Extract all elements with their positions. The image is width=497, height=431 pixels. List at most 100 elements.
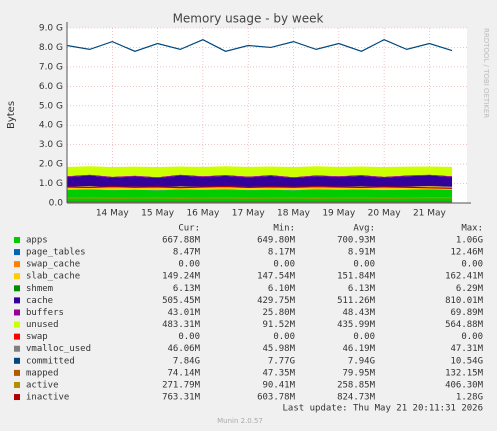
legend-label: swap — [26, 332, 48, 342]
legend-value: 7.84G — [173, 356, 200, 366]
legend-value: 149.24M — [162, 272, 201, 282]
legend-swatch — [14, 381, 20, 388]
area — [67, 174, 453, 179]
legend-label: swap_cache — [26, 260, 80, 270]
legend-swatch — [14, 309, 20, 316]
legend-swatch — [14, 285, 20, 292]
y-tick-label: 7.0 G — [39, 62, 63, 72]
legend-swatch — [14, 273, 20, 280]
legend-value: 46.06M — [167, 344, 200, 354]
y-tick-label: 4.0 G — [39, 121, 63, 131]
y-tick-label: 6.0 G — [39, 82, 63, 92]
legend-value: 46.19M — [342, 344, 375, 354]
legend-value: 45.98M — [262, 344, 295, 354]
watermark: RRDTOOL / TOBI OETIKER — [482, 28, 490, 118]
legend-label: active — [26, 380, 59, 390]
legend-header: Min: — [273, 224, 295, 234]
legend-label: slab_cache — [26, 272, 80, 282]
legend-value: 12.46M — [450, 248, 483, 258]
area — [67, 166, 453, 178]
legend-value: 1.28G — [456, 393, 483, 403]
legend-value: 6.13M — [348, 284, 376, 294]
legend-value: 810.01M — [445, 296, 484, 306]
legend-value: 79.95M — [342, 368, 375, 378]
legend-value: 7.94G — [348, 356, 375, 366]
legend-value: 0.00 — [273, 260, 295, 270]
y-tick-label: 2.0 G — [39, 160, 63, 170]
y-tick-label: 1.0 G — [39, 179, 63, 189]
legend-value: 91.52M — [262, 320, 295, 330]
y-tick-label: 8.0 G — [39, 43, 63, 53]
legend-value: 0.00 — [353, 332, 375, 342]
chart-title: Memory usage - by week — [173, 12, 324, 26]
y-tick-label: 5.0 G — [39, 101, 63, 111]
legend-swatch — [14, 321, 20, 328]
x-tick-label: 21 May — [413, 209, 447, 219]
line — [66, 39, 453, 52]
legend-value: 151.84M — [337, 272, 376, 282]
legend-value: 271.79M — [162, 380, 201, 390]
x-tick-label: 14 May — [96, 209, 130, 219]
legend-value: 435.99M — [337, 320, 376, 330]
legend-label: shmem — [26, 284, 53, 294]
legend-value: 564.88M — [445, 320, 484, 330]
legend-header: Max: — [461, 224, 483, 234]
x-tick-label: 16 May — [186, 209, 220, 219]
legend-value: 406.30M — [445, 380, 484, 390]
legend-value: 429.75M — [257, 296, 296, 306]
legend-label: buffers — [26, 308, 64, 318]
legend-value: 47.31M — [450, 344, 483, 354]
legend-value: 25.80M — [262, 308, 295, 318]
legend-label: vmalloc_used — [26, 344, 91, 354]
legend-value: 763.31M — [162, 393, 201, 403]
legend-value: 824.73M — [337, 393, 376, 403]
legend-value: 10.54G — [450, 356, 483, 366]
legend-value: 0.00 — [178, 260, 200, 270]
legend-value: 7.77G — [268, 356, 295, 366]
legend-value: 6.10M — [268, 284, 296, 294]
legend-value: 8.47M — [173, 248, 201, 258]
legend-swatch — [14, 297, 20, 304]
area — [67, 189, 453, 203]
legend-swatch — [14, 345, 20, 352]
x-tick-label: 18 May — [277, 209, 311, 219]
legend-value: 1.06G — [456, 236, 483, 246]
legend-value: 603.78M — [257, 393, 296, 403]
legend-value: 0.00 — [178, 332, 200, 342]
legend-swatch — [14, 394, 20, 401]
legend-label: inactive — [26, 393, 69, 403]
legend-value: 483.31M — [162, 320, 201, 330]
legend-value: 511.26M — [337, 296, 376, 306]
y-tick-label: 3.0 G — [39, 140, 63, 150]
legend-value: 43.01M — [167, 308, 200, 318]
legend-swatch — [14, 261, 20, 268]
legend-label: apps — [26, 236, 48, 246]
legend-value: 700.93M — [337, 236, 376, 246]
legend-label: cache — [26, 296, 53, 306]
legend-value: 6.29M — [456, 284, 484, 294]
legend-value: 8.91M — [348, 248, 376, 258]
legend-value: 649.80M — [257, 236, 296, 246]
legend-value: 0.00 — [353, 260, 375, 270]
legend-header: Avg: — [353, 224, 375, 234]
area — [67, 189, 453, 191]
legend-value: 162.41M — [445, 272, 484, 282]
legend-swatch — [14, 237, 20, 243]
legend-value: 74.14M — [167, 368, 200, 378]
y-axis-label: Bytes — [6, 101, 17, 129]
legend-value: 47.35M — [262, 368, 295, 378]
x-tick-label: 15 May — [141, 209, 175, 219]
legend-swatch — [14, 369, 20, 376]
footer: Munin 2.0.57 — [217, 417, 263, 425]
legend-label: committed — [26, 356, 75, 366]
x-tick-label: 20 May — [368, 209, 402, 219]
last-update: Last update: Thu May 21 20:11:31 2026 — [283, 404, 483, 414]
area — [67, 175, 453, 188]
legend-label: mapped — [26, 368, 59, 378]
legend-value: 132.15M — [445, 368, 484, 378]
legend-value: 6.13M — [173, 284, 201, 294]
x-tick-label: 19 May — [322, 209, 356, 219]
legend-value: 90.41M — [262, 380, 295, 390]
legend-value: 0.00 — [461, 260, 483, 270]
